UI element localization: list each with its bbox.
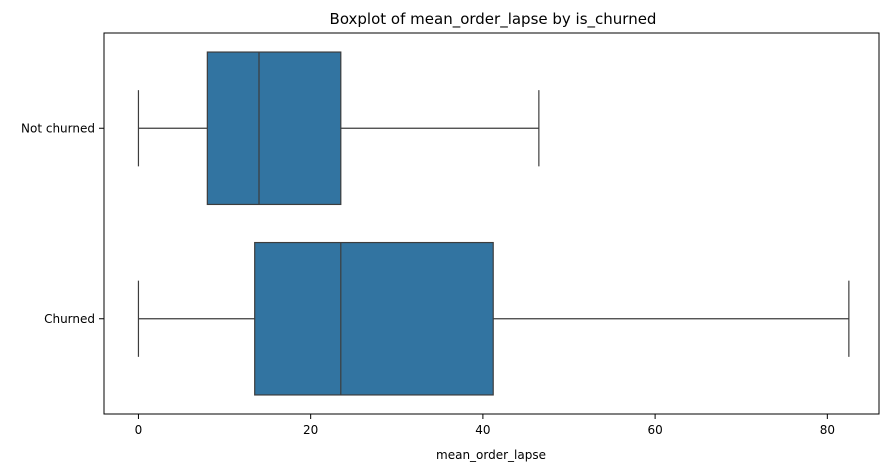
x-tick-label: 60 xyxy=(647,423,662,437)
x-tick-label: 40 xyxy=(475,423,490,437)
x-axis-label: mean_order_lapse xyxy=(436,448,546,462)
x-tick-label: 80 xyxy=(820,423,835,437)
plot-frame xyxy=(103,32,880,415)
x-tick-label: 20 xyxy=(303,423,318,437)
box-group-not-churned xyxy=(137,51,540,206)
x-tick-label: 0 xyxy=(135,423,143,437)
iqr-box xyxy=(206,51,342,206)
y-axis: Not churned Churned xyxy=(21,121,104,326)
boxes-layer xyxy=(137,51,850,396)
iqr-box xyxy=(254,241,494,396)
y-tick-label: Churned xyxy=(44,312,95,326)
y-tick-label: Not churned xyxy=(21,121,95,135)
chart-title: Boxplot of mean_order_lapse by is_churne… xyxy=(330,10,657,29)
x-axis: 0 20 40 60 80 xyxy=(135,414,835,437)
box-group-churned xyxy=(137,241,850,396)
